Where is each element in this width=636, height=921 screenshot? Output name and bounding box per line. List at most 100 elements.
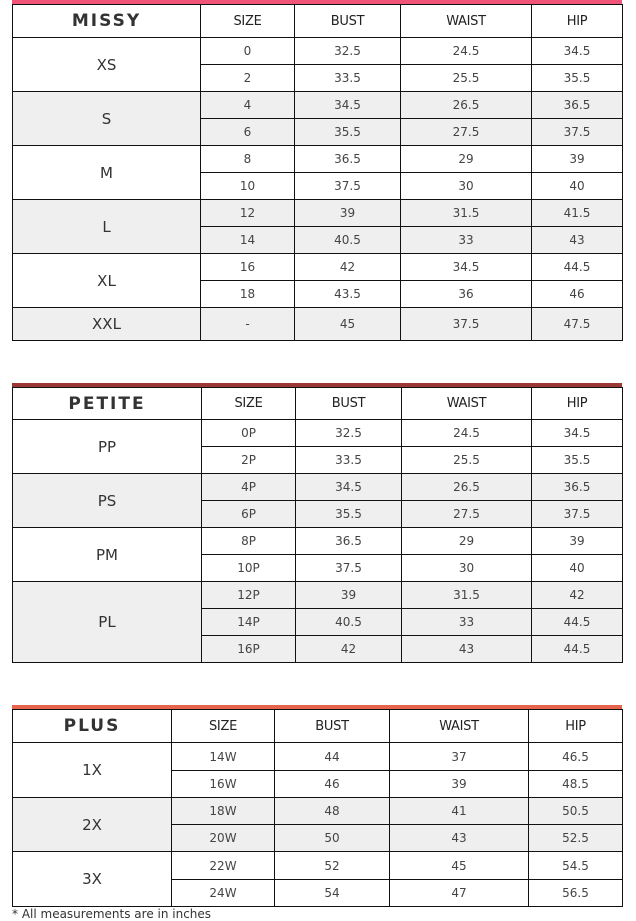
measurement-cell: 33 [400,226,532,254]
column-header: WAIST [389,709,529,743]
size-group-label: PM [12,527,202,582]
measurement-cell: 41 [389,797,529,825]
table-row: 24W 54 47 56.5 [13,879,623,907]
measurement-cell: 31.5 [401,581,532,609]
table-row: XL 16 42 34.5 44.5 [12,253,623,308]
measurement-cell: 45 [294,307,401,341]
measurement-cell: 31.5 [400,199,532,227]
size-group-label: XL [12,253,201,308]
measurement-cell: 43.5 [294,280,401,308]
measurement-cell: 34.5 [295,473,402,501]
measurement-cell: 37 [389,742,529,771]
measurement-cell: 46 [531,280,623,308]
measurement-cell: 39 [531,145,623,173]
measurement-cell: 10P [201,554,296,582]
measurement-cell: 50.5 [528,797,623,825]
measurement-cell: 16 [200,253,295,281]
missy-size-chart: MISSY SIZE BUST WAIST HIP XS 0 32.5 24.5 34.5 2 33.… [12,0,623,341]
table-row: 2P 33.5 25.5 35.5 [13,446,623,474]
plus-size-chart: PLUS SIZE BUST WAIST HIP 1X 14W 44 37 46.5 16W 46 39… [12,705,623,907]
measurement-cell: 0P [201,419,296,447]
table-row: M 8 36.5 29 39 [12,145,623,200]
measurement-cell: 16W [171,770,275,798]
table-row: 3X 22W 52 45 54.5 [12,851,623,907]
measurement-cell: 24.5 [401,419,532,447]
chart-accent-bar [12,0,622,4]
measurement-cell: 48.5 [528,770,623,798]
table-row: 10 37.5 30 40 [13,172,623,200]
measurement-cell: 40.5 [295,608,402,636]
measurement-cell: 22W [171,851,275,880]
measurement-cell: 42 [531,581,623,609]
measurement-cell: 14 [200,226,295,254]
measurement-cell: 30 [401,554,532,582]
table-row: 20W 50 43 52.5 [13,824,623,852]
measurement-cell: 54.5 [528,851,623,880]
chart-accent-bar [12,383,622,387]
table-row: PL 12P 39 31.5 42 [12,581,623,663]
table-row: PM 8P 36.5 29 39 [12,527,623,582]
size-group-label: PL [12,581,202,663]
chart-title: PETITE [12,387,202,420]
measurement-cell: 25.5 [400,64,532,92]
measurement-cell: 37.5 [295,554,402,582]
measurement-cell: 43 [389,824,529,852]
measurement-cell: 34.5 [400,253,532,281]
size-group-label: 3X [12,851,172,907]
measurement-cell: 12 [200,199,295,227]
column-header: BUST [274,709,390,743]
measurement-cell: 44.5 [531,253,623,281]
measurement-cell: 33.5 [295,446,402,474]
measurement-cell: 40 [531,554,623,582]
petite-size-chart: PETITE SIZE BUST WAIST HIP PP 0P 32.5 24.5 34.5 2P… [12,383,623,663]
table-row: 2 33.5 25.5 35.5 [13,64,623,92]
column-header: WAIST [401,387,532,420]
column-header: BUST [295,387,402,420]
size-table: PETITE SIZE BUST WAIST HIP PP 0P 32.5 24.5 34.5 2P… [12,387,623,663]
table-row: 6P 35.5 27.5 37.5 [13,500,623,528]
size-group-label: L [12,199,201,254]
table-row: 16P 42 43 44.5 [13,635,623,663]
measurement-cell: 43 [531,226,623,254]
measurement-cell: 34.5 [531,37,623,65]
measurement-cell: 36.5 [531,473,623,501]
measurement-cell: 35.5 [531,446,623,474]
measurement-cell: 18W [171,797,275,825]
measurement-cell: 52 [274,851,390,880]
table-row: L 12 39 31.5 41.5 [12,199,623,254]
measurement-cell: 52.5 [528,824,623,852]
measurement-cell: 24.5 [400,37,532,65]
table-row: 1X 14W 44 37 46.5 [12,742,623,798]
column-header: HIP [531,4,623,38]
chart-title: PLUS [12,709,172,743]
measurement-cell: 37.5 [400,307,532,341]
measurement-cell: 36 [400,280,532,308]
table-row: XS 0 32.5 24.5 34.5 [12,37,623,92]
measurement-cell: 42 [294,253,401,281]
measurement-cell: 6 [200,118,295,146]
measurement-cell: 33 [401,608,532,636]
measurement-cell: 41.5 [531,199,623,227]
measurement-cell: 14P [201,608,296,636]
measurement-cell: 33.5 [294,64,401,92]
measurement-cell: 29 [401,527,532,555]
measurement-cell: 44.5 [531,608,623,636]
measurement-cell: 34.5 [294,91,401,119]
measurement-cell: 10 [200,172,295,200]
measurement-cell: 35.5 [294,118,401,146]
measurement-cell: 36.5 [295,527,402,555]
table-row: S 4 34.5 26.5 36.5 [12,91,623,146]
measurement-cell: 56.5 [528,879,623,907]
size-group-label: XS [12,37,201,92]
measurement-cell: 26.5 [401,473,532,501]
column-header: BUST [294,4,401,38]
measurement-cell: 37.5 [294,172,401,200]
measurement-cell: 4 [200,91,295,119]
size-group-label: PS [12,473,202,528]
measurement-cell: 14W [171,742,275,771]
size-group-label: 1X [12,742,172,798]
measurement-cell: 54 [274,879,390,907]
table-row: 16W 46 39 48.5 [13,770,623,798]
measurement-cell: 32.5 [294,37,401,65]
column-header: SIZE [201,387,296,420]
